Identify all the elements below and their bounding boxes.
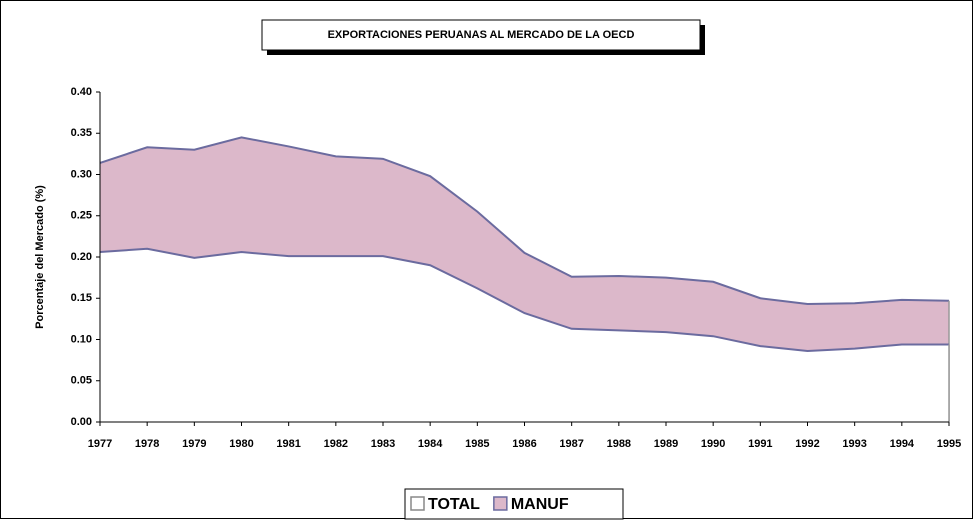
y-tick-label: 0.20	[71, 251, 92, 263]
y-tick-label: 0.00	[71, 416, 92, 428]
legend-label: MANUF	[511, 496, 569, 513]
y-tick-label: 0.40	[71, 86, 92, 98]
x-tick-label: 1978	[135, 438, 159, 450]
legend-label: TOTAL	[428, 496, 480, 513]
y-tick-label: 0.05	[71, 375, 92, 387]
x-tick-label: 1993	[842, 438, 866, 450]
chart-title: EXPORTACIONES PERUANAS AL MERCADO DE LA …	[328, 29, 635, 41]
x-tick-label: 1985	[465, 438, 489, 450]
x-tick-label: 1984	[418, 438, 443, 450]
x-tick-label: 1989	[654, 438, 678, 450]
x-tick-label: 1983	[371, 438, 395, 450]
legend-swatch	[493, 496, 508, 511]
legend-swatch	[410, 496, 425, 511]
x-tick-label: 1995	[937, 438, 961, 450]
x-tick-label: 1991	[748, 438, 772, 450]
area-line	[99, 136, 950, 306]
x-tick-label: 1986	[512, 438, 536, 450]
x-tick-label: 1980	[229, 438, 253, 450]
y-tick-label: 0.35	[71, 127, 92, 139]
area-fill	[100, 248, 949, 422]
y-tick-label: 0.10	[71, 333, 92, 345]
x-tick-label: 1981	[276, 438, 300, 450]
x-tick-label: 1988	[607, 438, 631, 450]
x-tick-label: 1982	[324, 438, 348, 450]
y-tick-label: 0.25	[71, 210, 92, 222]
x-tick-label: 1990	[701, 438, 725, 450]
x-tick-label: 1994	[890, 438, 915, 450]
x-tick-label: 1977	[88, 438, 112, 450]
title-box	[261, 19, 701, 51]
y-tick-label: 0.15	[71, 292, 92, 304]
x-tick-label: 1979	[182, 438, 206, 450]
y-tick-label: 0.30	[71, 168, 92, 180]
x-tick-label: 1992	[795, 438, 819, 450]
legend-box	[404, 488, 624, 520]
y-axis-label: Porcentaje del Mercado (%)	[34, 185, 46, 329]
x-tick-label: 1987	[559, 438, 583, 450]
area-line	[99, 247, 949, 353]
